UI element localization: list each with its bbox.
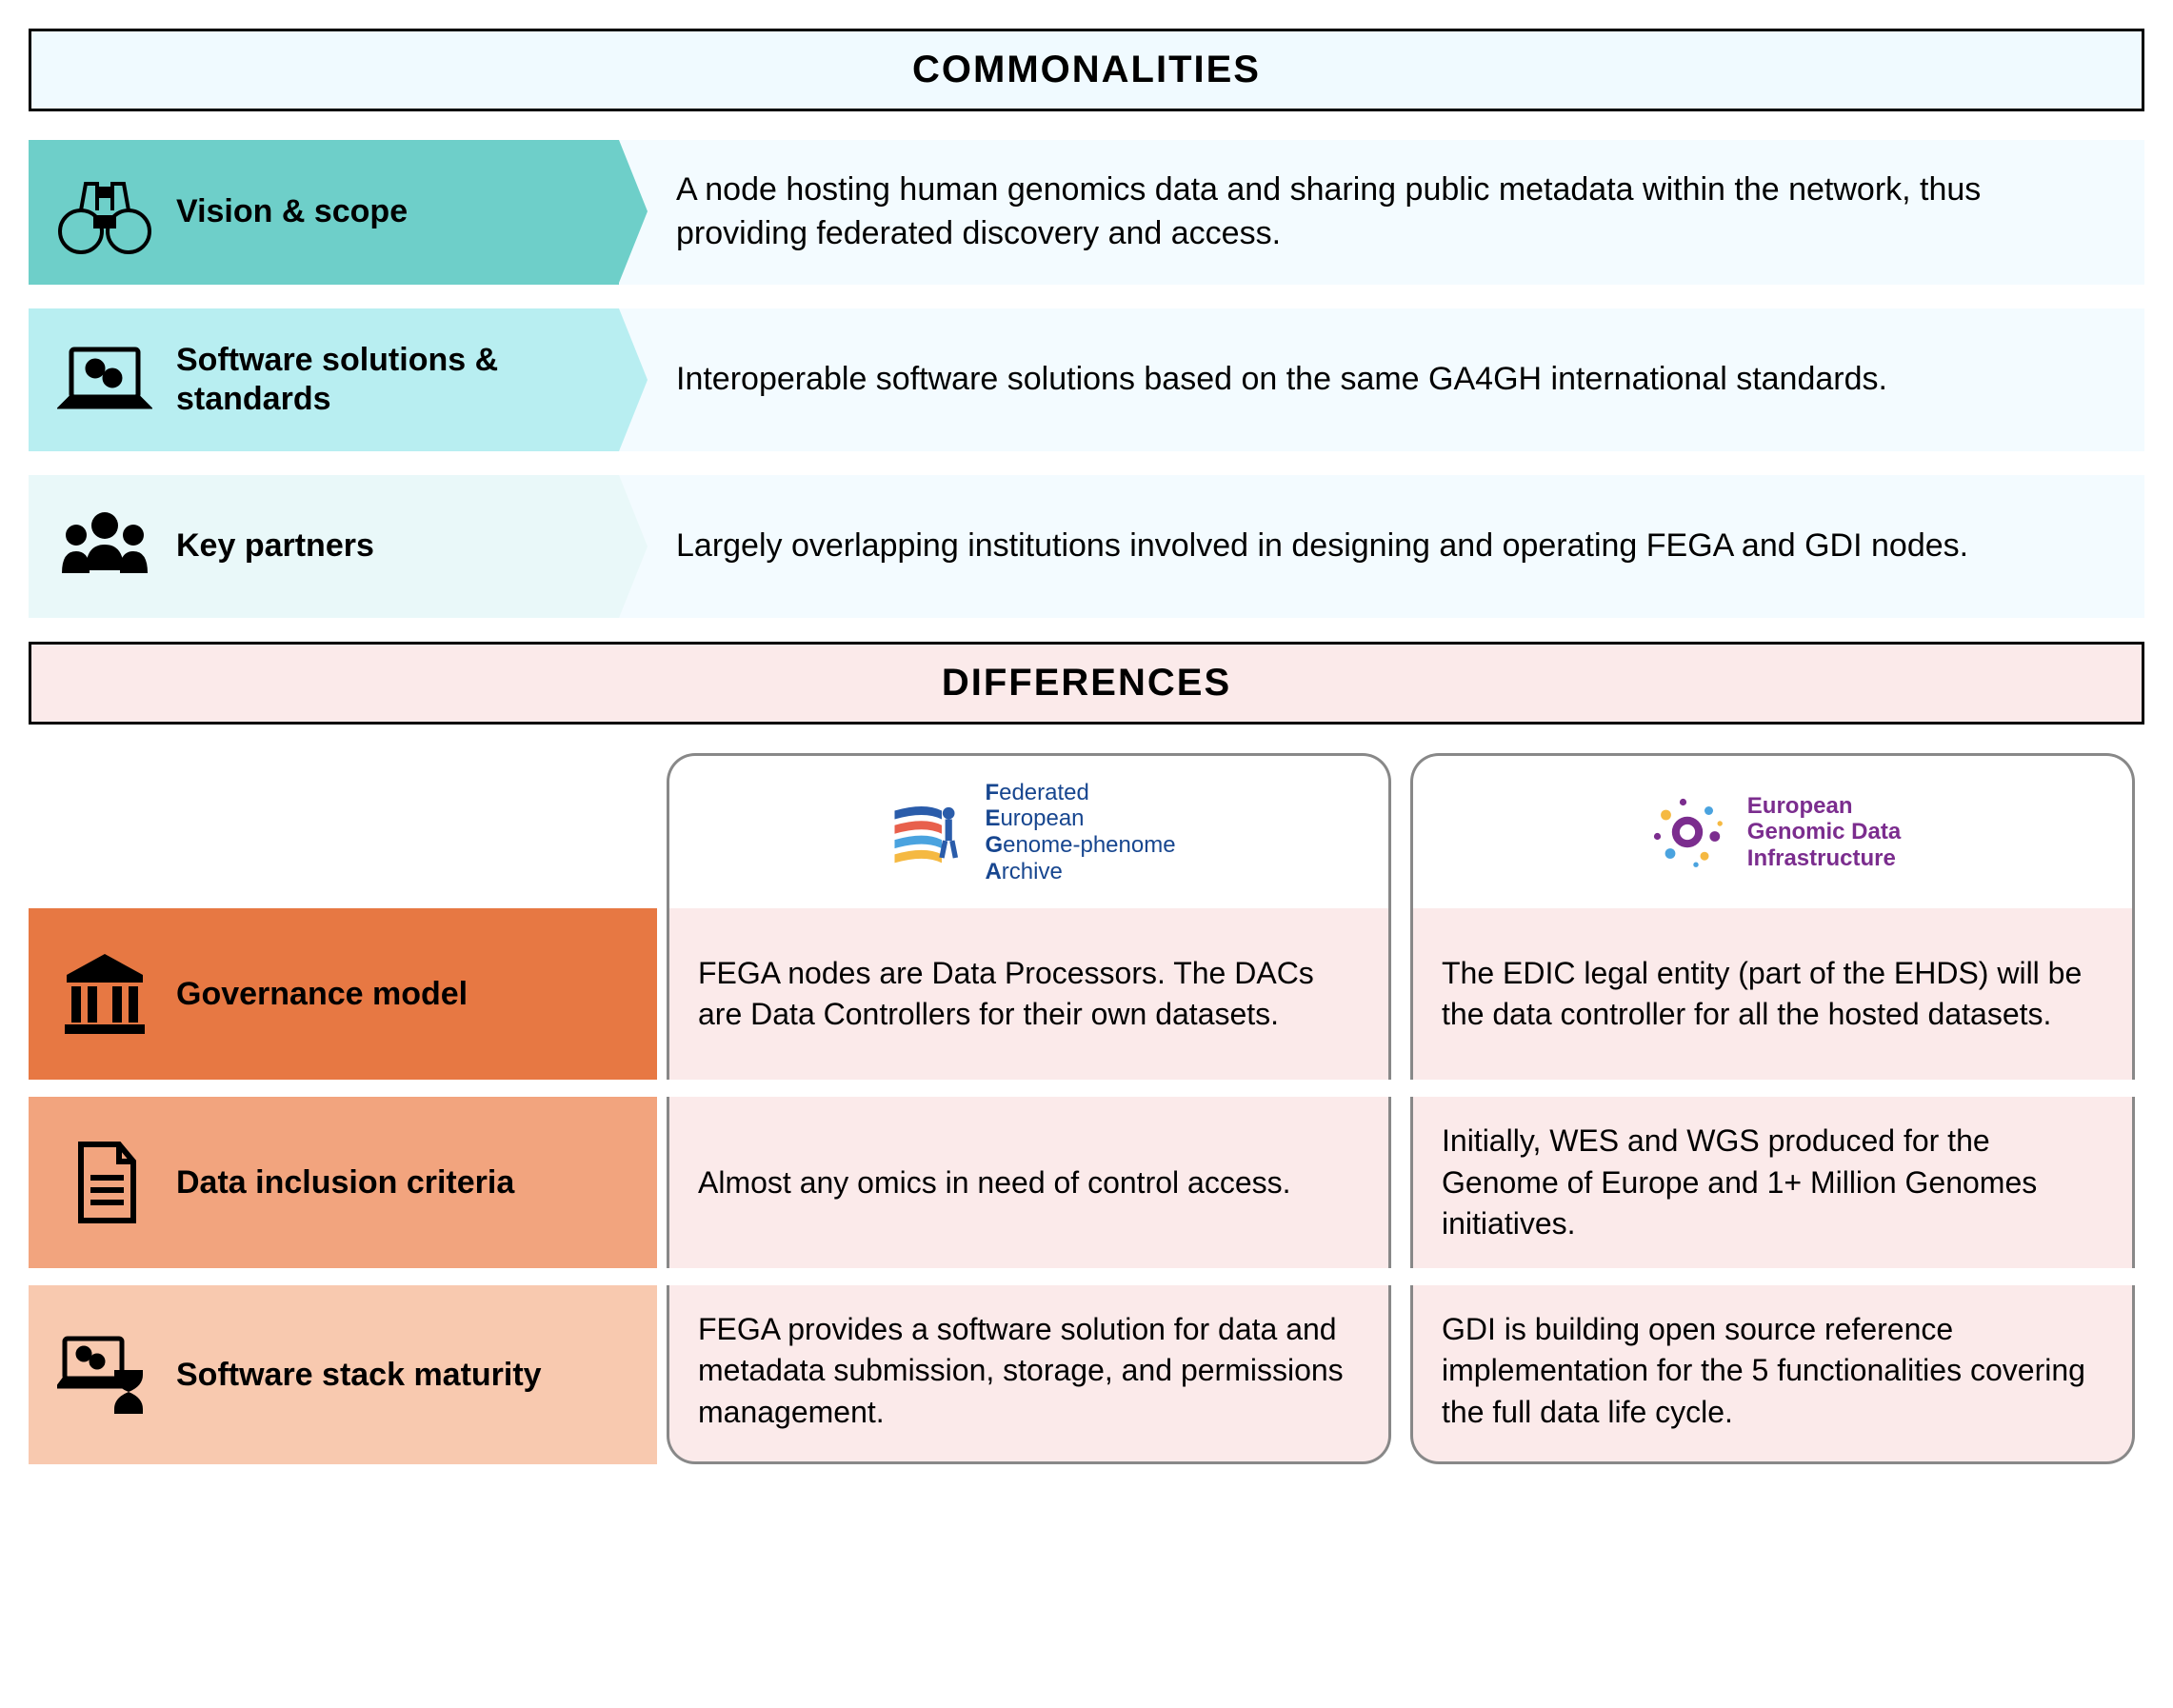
commonality-description: Interoperable software solutions based o… (619, 308, 2144, 451)
diff-title: Governance model (176, 975, 468, 1014)
diff-cell-gdi: Initially, WES and WGS produced for the … (1410, 1097, 2135, 1268)
commonality-label: Key partners (29, 475, 619, 618)
commonality-label: Vision & scope (29, 140, 619, 285)
gdi-logo-icon (1645, 789, 1730, 875)
commonality-label: Software solutions & standards (29, 308, 619, 451)
commonality-row-software: Software solutions & standards Interoper… (29, 308, 2144, 451)
diff-cell-gdi: The EDIC legal entity (part of the EHDS)… (1410, 908, 2135, 1080)
infographic-container: COMMONALITIES Vision & scope A node host… (29, 29, 2144, 1464)
commonality-title: Software solutions & standards (176, 341, 590, 419)
diff-cell-fega: Almost any omics in need of control acce… (667, 1097, 1391, 1268)
differences-table: Federated European Genome-phenome Archiv… (29, 753, 2144, 1464)
commonalities-header: COMMONALITIES (29, 29, 2144, 111)
laptop-hourglass-icon (57, 1327, 152, 1422)
diff-label: Software stack maturity (29, 1285, 657, 1464)
commonality-row-partners: Key partners Largely overlapping institu… (29, 475, 2144, 618)
diff-column-headers: Federated European Genome-phenome Archiv… (29, 753, 2144, 908)
diff-row-software-maturity: Software stack maturity FEGA provides a … (29, 1285, 2144, 1464)
gdi-column-header: European Genomic Data Infrastructure (1410, 753, 2135, 908)
commonality-description: A node hosting human genomics data and s… (619, 140, 2144, 285)
users-icon (57, 499, 152, 594)
diff-label: Data inclusion criteria (29, 1097, 657, 1268)
commonality-row-vision: Vision & scope A node hosting human geno… (29, 140, 2144, 285)
spacer (29, 753, 657, 908)
diff-label: Governance model (29, 908, 657, 1080)
commonality-title: Vision & scope (176, 192, 408, 231)
commonality-title: Key partners (176, 526, 374, 566)
fega-logo-icon (882, 789, 967, 875)
diff-title: Software stack maturity (176, 1356, 542, 1395)
differences-header: DIFFERENCES (29, 642, 2144, 725)
diff-cell-fega: FEGA nodes are Data Processors. The DACs… (667, 908, 1391, 1080)
fega-column-header: Federated European Genome-phenome Archiv… (667, 753, 1391, 908)
document-icon (57, 1135, 152, 1230)
institution-icon (57, 946, 152, 1042)
commonality-description: Largely overlapping institutions involve… (619, 475, 2144, 618)
laptop-gears-icon (57, 332, 152, 427)
diff-row-governance: Governance model FEGA nodes are Data Pro… (29, 908, 2144, 1080)
gdi-logo-text: European Genomic Data Infrastructure (1747, 793, 1901, 872)
fega-logo-text: Federated European Genome-phenome Archiv… (985, 780, 1175, 884)
diff-title: Data inclusion criteria (176, 1163, 514, 1202)
diff-row-data-inclusion: Data inclusion criteria Almost any omics… (29, 1097, 2144, 1268)
diff-cell-fega: FEGA provides a software solution for da… (667, 1285, 1391, 1464)
binoculars-icon (57, 165, 152, 260)
diff-cell-gdi: GDI is building open source reference im… (1410, 1285, 2135, 1464)
